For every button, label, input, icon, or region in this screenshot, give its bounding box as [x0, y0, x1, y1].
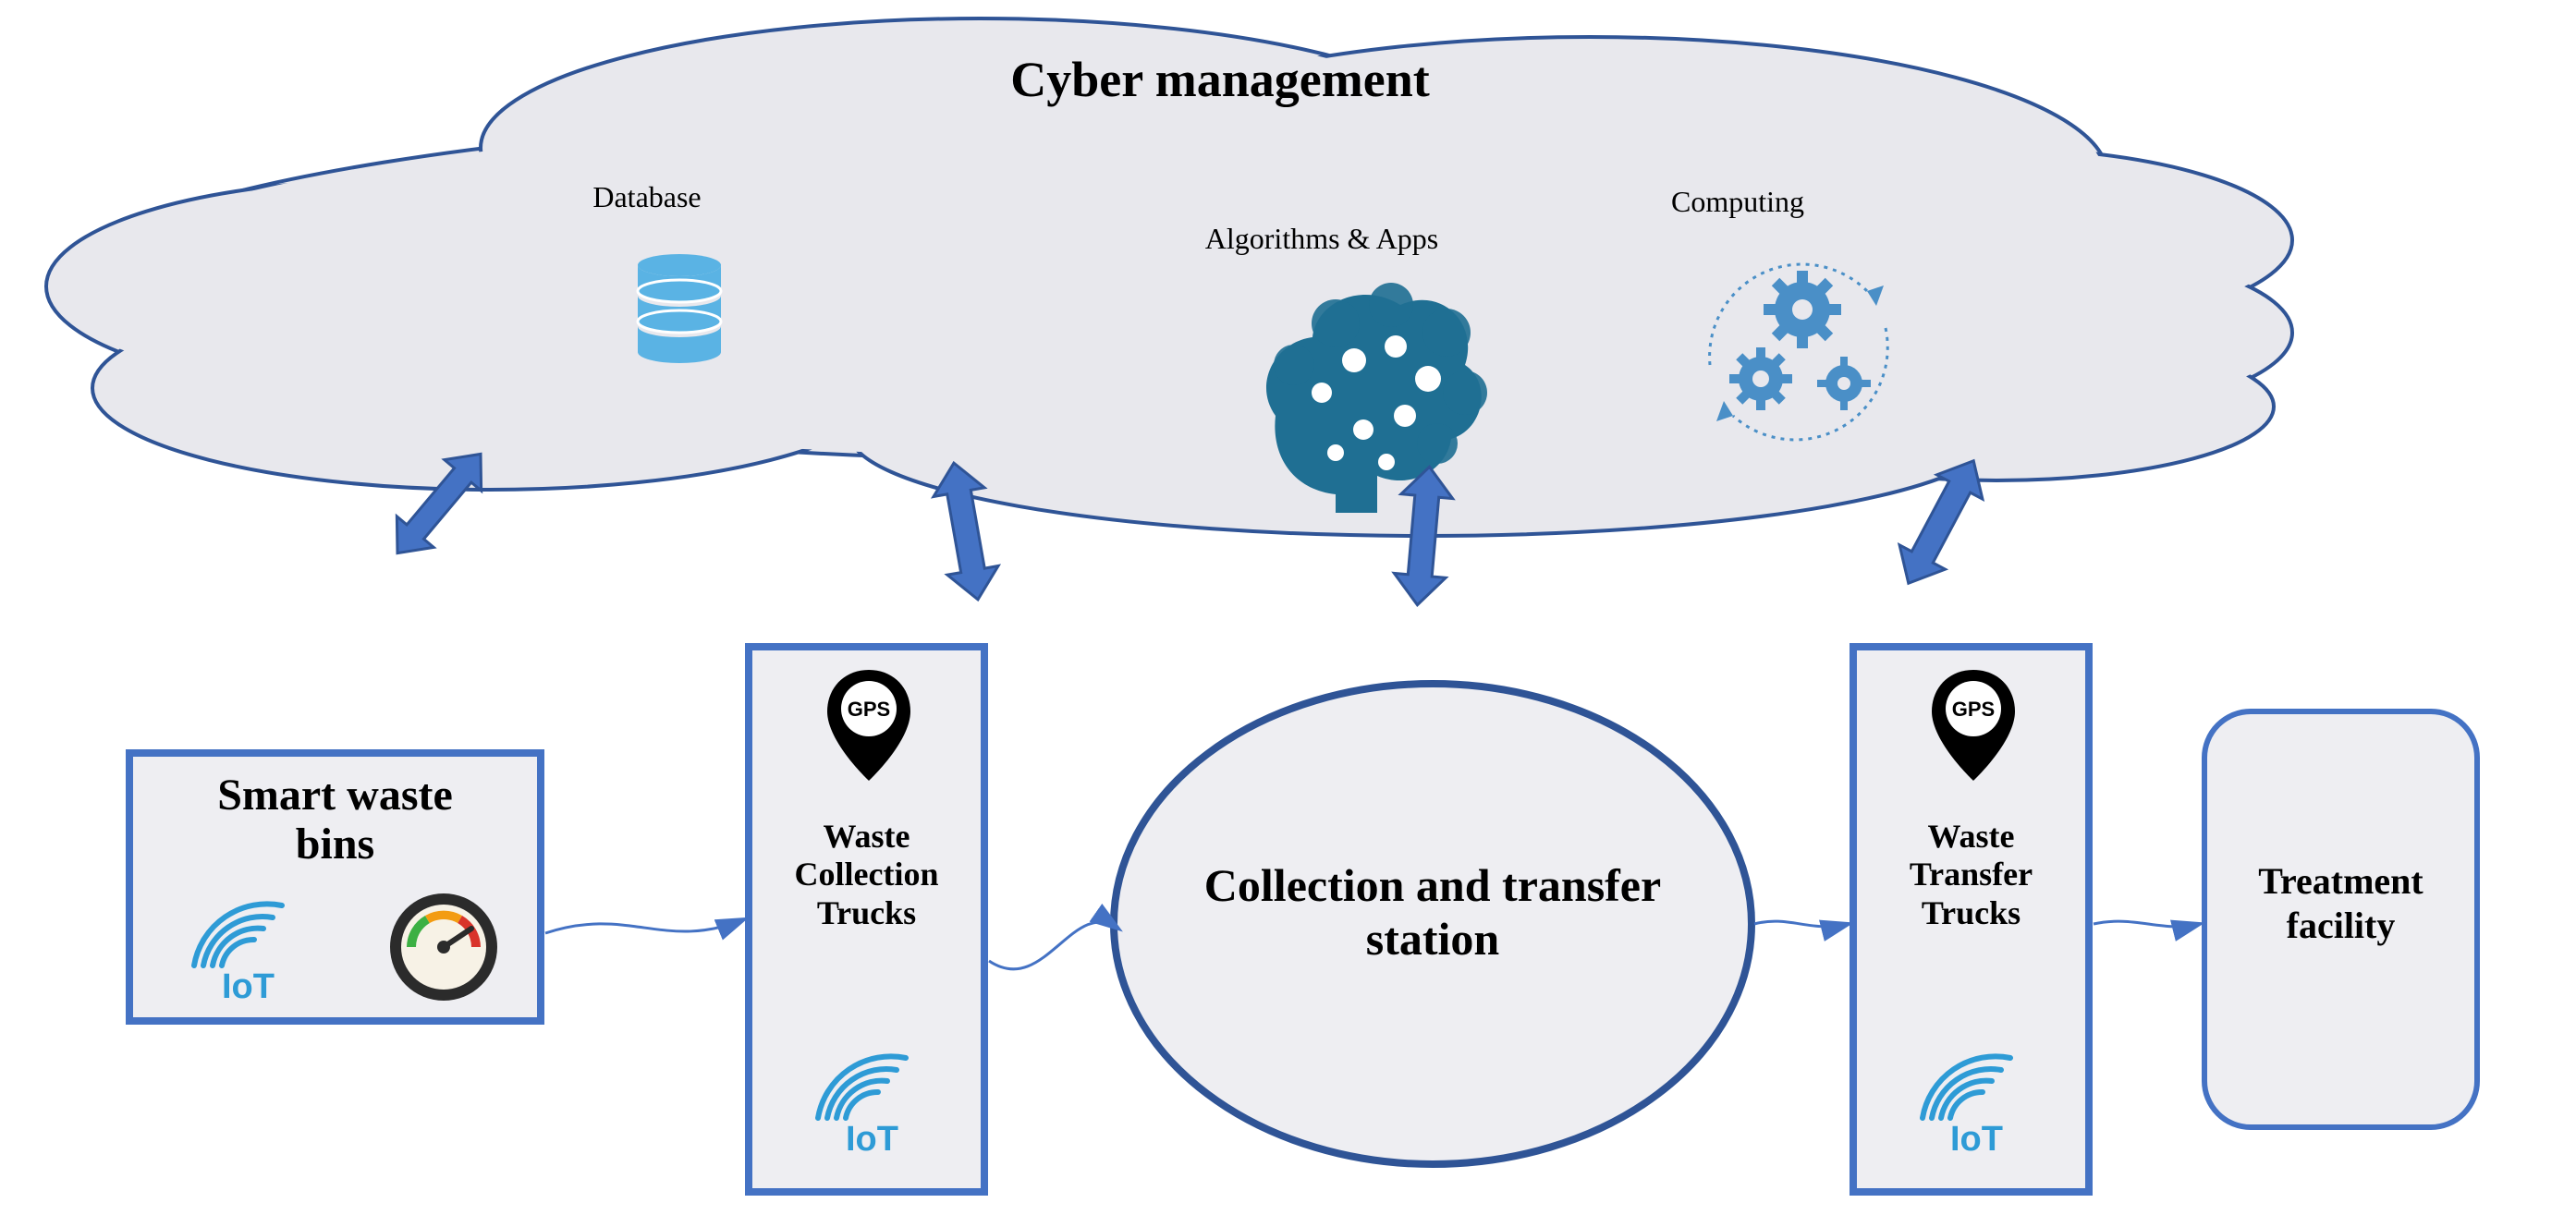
cloud-title: Cyber management: [943, 51, 1497, 108]
cloud-item-computing: Computing: [1636, 185, 1839, 219]
gps-label: GPS: [848, 698, 890, 721]
collection-trucks-label: Waste Collection Trucks: [758, 818, 975, 932]
station-label: Collection and transfer station: [1151, 859, 1715, 966]
cloud-item-algorithms: Algorithms & Apps: [1165, 222, 1479, 256]
iot-label: IoT: [1950, 1120, 2003, 1159]
iot-label: IoT: [222, 967, 275, 1006]
database-icon: [638, 254, 721, 363]
transfer-trucks-label: Waste Transfer Trucks: [1862, 818, 2080, 932]
smart-bins-label: Smart waste bins: [143, 771, 527, 869]
cloud-item-database: Database: [555, 180, 739, 214]
diagram-canvas: GPS GPS IoT IoT IoT: [0, 0, 2576, 1227]
gauge-icon: [390, 893, 497, 1001]
gps-label: GPS: [1952, 698, 1995, 721]
treatment-label: Treatment facility: [2214, 859, 2468, 948]
iot-label: IoT: [846, 1120, 898, 1159]
diagram-svg: GPS GPS IoT IoT IoT: [0, 0, 2576, 1227]
